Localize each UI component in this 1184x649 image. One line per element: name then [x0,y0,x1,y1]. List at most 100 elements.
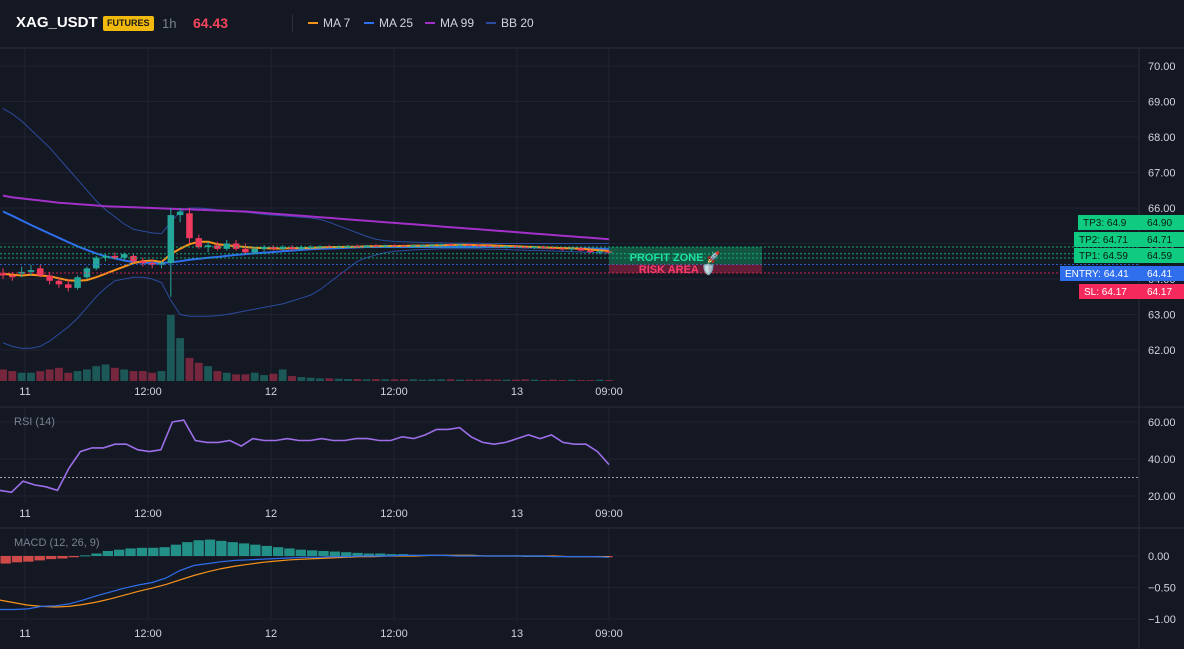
bb-upper-line [2,108,609,244]
y-tick-label: 67.00 [1148,168,1176,180]
volume-bar [101,364,110,381]
volume-bar [390,379,399,381]
candle-body [363,245,370,247]
candle-body [0,273,7,276]
candle-body [596,251,603,253]
candle-body [316,246,324,248]
volume-bar [157,371,166,381]
macd-histogram-bar [91,553,102,556]
level-label-badge [1074,248,1140,263]
volume-bar [36,371,45,381]
candle-body [139,261,147,264]
volume-bar [511,379,520,381]
x-tick-label: 11 [19,628,30,640]
candle-body [409,245,417,247]
x-tick-label: 13 [511,508,523,520]
timeframe-label[interactable]: 1h [162,16,177,31]
rsi-title: RSI (14) [14,416,55,428]
candle-body [381,245,389,247]
x-tick-label: 12:00 [380,386,408,398]
risk-area [609,264,762,273]
macd-histogram-bar [182,542,193,556]
candle-body [195,238,203,248]
legend-ma25[interactable]: MA 25 [364,16,413,30]
profit-zone [609,247,762,265]
candle-body [568,248,575,250]
candle-body [251,248,258,253]
macd-histogram-bar [193,540,204,556]
candle-body [307,247,314,249]
y-tick-label: −1.00 [1148,614,1176,626]
volume-bar [185,357,194,381]
legend-ma7-swatch [308,22,318,24]
level-label-badge [1078,215,1140,230]
volume-bar [204,366,213,381]
candle-body [447,244,454,246]
macd-histogram-bar [386,554,397,556]
legend-ma25-label: MA 25 [379,16,414,30]
macd-histogram-bar [204,539,216,556]
candle-body [344,245,352,247]
candle-body [102,255,109,258]
volume-bar [502,379,511,381]
volume-bar [586,380,595,381]
macd-histogram-bar [102,550,114,556]
legend-bb20[interactable]: BB 20 [486,16,534,30]
volume-bar [278,369,287,381]
volume-bar [446,379,455,381]
legend-bb20-swatch [486,22,496,24]
candle-body [559,248,566,250]
candle-body [74,277,81,288]
candle-body [27,270,35,272]
level-axis-badge [1140,284,1184,299]
rsi-line [0,419,610,494]
candle-body [120,254,128,258]
candle-body [92,257,100,269]
macd-histogram-bar [250,544,261,556]
y-tick-label: −0.50 [1148,583,1176,595]
volume-bar [465,379,474,381]
candle-body [391,245,398,247]
volume-bar [334,378,343,381]
volume-bar [316,378,324,381]
candle-body [577,248,585,251]
volume-bar [129,371,138,381]
candle-body [512,246,520,248]
volume-bar [288,376,296,381]
level-label-text: TP1: 64.59 [1079,251,1128,262]
macd-histogram-bar [136,547,148,556]
macd-histogram-bar [375,553,386,556]
level-label-text: TP2: 64.71 [1079,235,1128,246]
volume-bar [595,379,604,381]
macd-histogram-bar [0,556,11,564]
volume-bar [325,378,334,381]
macd-histogram-bar [261,545,272,556]
legend-ma25-swatch [364,22,374,24]
macd-histogram-bar [341,552,352,556]
volume-bar [530,379,539,381]
legend-ma7[interactable]: MA 7 [308,16,350,30]
legend-ma99[interactable]: MA 99 [425,16,474,30]
candle-body [456,244,464,246]
y-tick-label: 63.00 [1148,310,1176,322]
macd-histogram-bar [318,550,329,556]
symbol-name[interactable]: XAG_USDT [16,14,98,31]
candle-body [288,247,296,249]
macd-histogram-bar [159,547,170,556]
x-tick-label: 12 [265,386,277,398]
level-axis-text: 64.59 [1147,251,1172,262]
candle-body [279,247,286,249]
candle-body [46,275,53,281]
macd-histogram-bar [68,556,79,558]
candle-body [111,255,119,258]
volume-bar [8,371,17,381]
legend-ma99-label: MA 99 [440,16,475,30]
candle-body [158,263,165,265]
candle-body [83,268,91,278]
y-tick-label: 40.00 [1148,454,1176,466]
candle-body [298,247,305,249]
level-axis-badge [1140,232,1184,247]
volume-bar [0,369,7,381]
x-tick-label: 12 [265,628,277,640]
